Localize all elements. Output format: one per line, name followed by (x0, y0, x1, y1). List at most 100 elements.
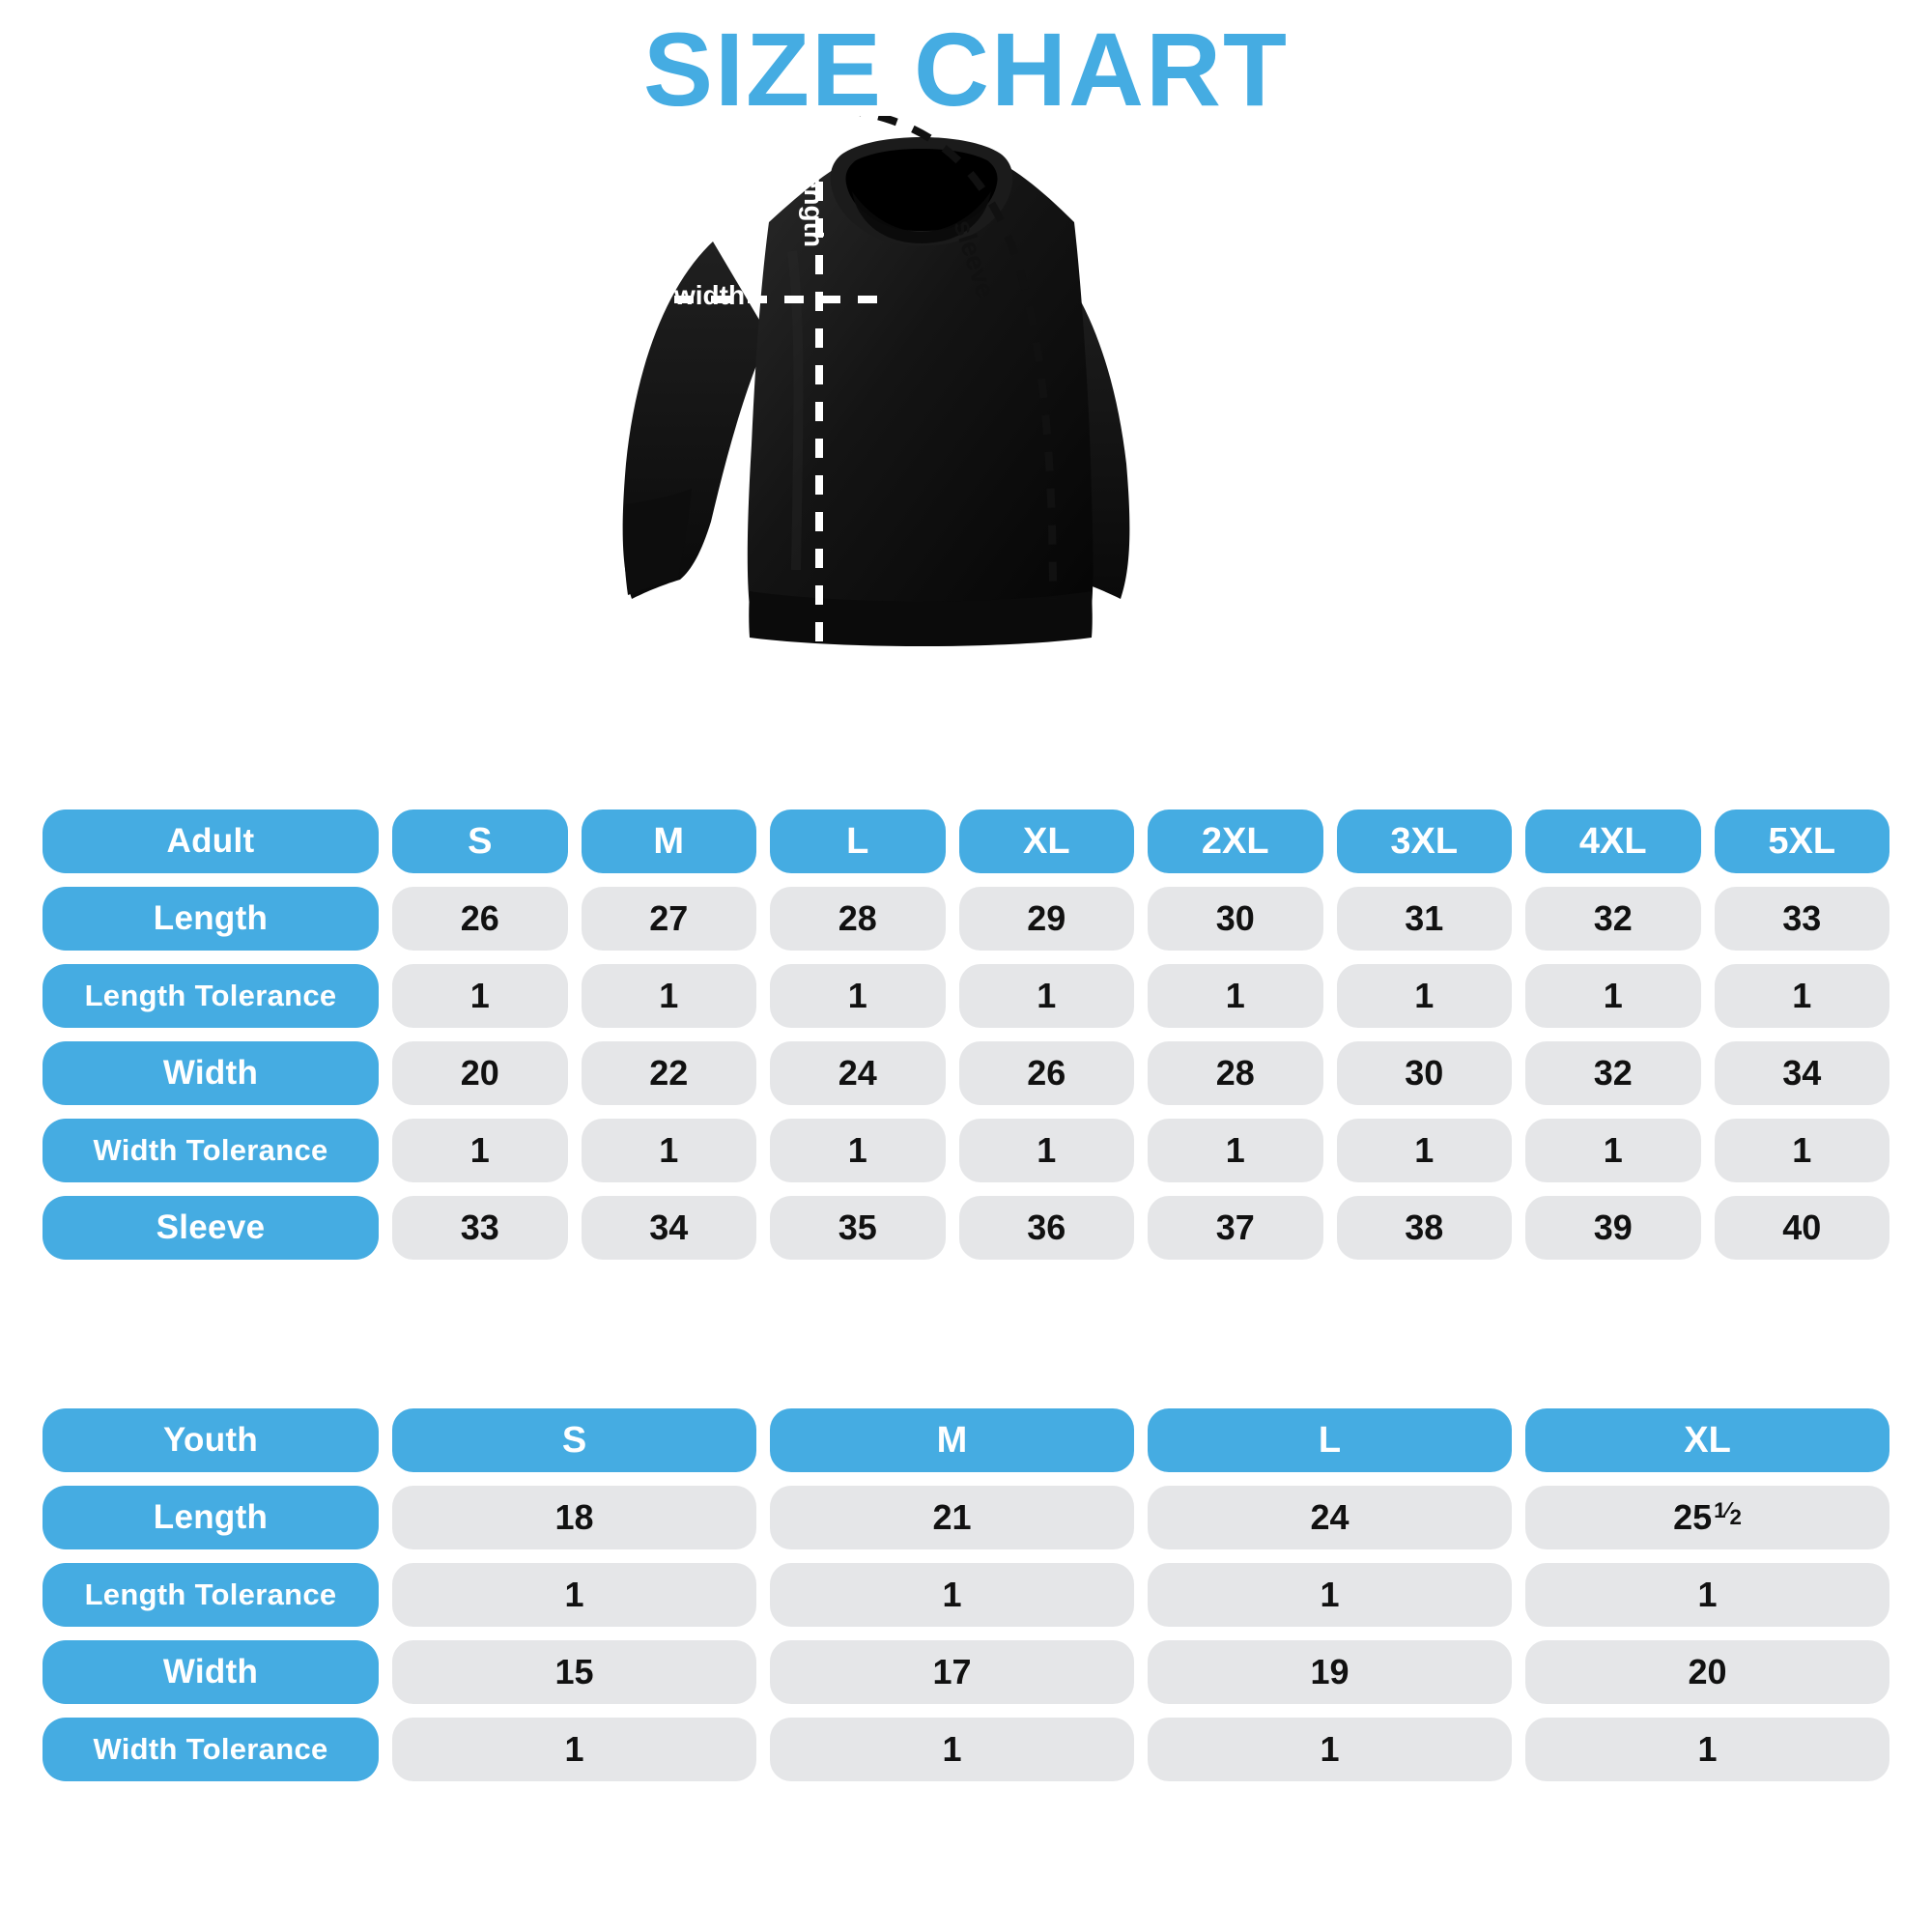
column-header-l: L (1148, 1408, 1512, 1472)
row-cells: 18 21 24 25 1⁄2 (392, 1486, 1889, 1549)
column-header-xl: XL (1525, 1408, 1889, 1472)
column-header-xl: XL (958, 810, 1134, 873)
cell-width-5xl: 34 (1714, 1041, 1889, 1105)
cell-length-tolerance-m: 1 (770, 1563, 1134, 1627)
row-label-length-tolerance: Length Tolerance (43, 964, 379, 1028)
column-header-l: L (770, 810, 946, 873)
cell-width-tolerance-5xl: 1 (1714, 1119, 1889, 1182)
cell-length-tolerance-2xl: 1 (1148, 964, 1323, 1028)
cell-width-tolerance-s: 1 (392, 1119, 568, 1182)
cell-width-m: 17 (770, 1640, 1134, 1704)
column-header-4xl: 4XL (1525, 810, 1701, 873)
table-row: Length 26 27 28 29 30 31 32 33 (43, 887, 1889, 951)
cell-sleeve-5xl: 40 (1714, 1196, 1889, 1260)
cell-length-m: 27 (581, 887, 756, 951)
cell-width-4xl: 32 (1525, 1041, 1701, 1105)
width-label: width (674, 280, 746, 310)
column-header-2xl: 2XL (1148, 810, 1323, 873)
table-row: Length Tolerance 1 1 1 1 1 1 1 1 (43, 964, 1889, 1028)
cell-sleeve-xl: 36 (958, 1196, 1134, 1260)
cell-length-tolerance-l: 1 (770, 964, 946, 1028)
row-label-width: Width (43, 1041, 379, 1105)
column-header-m: M (581, 810, 756, 873)
table-row: Width 15 17 19 20 (43, 1640, 1889, 1704)
cell-width-tolerance-m: 1 (770, 1718, 1134, 1781)
table-row: Width Tolerance 1 1 1 1 1 1 1 1 (43, 1119, 1889, 1182)
row-cells: 33 34 35 36 37 38 39 40 (392, 1196, 1889, 1260)
row-label-sleeve: Sleeve (43, 1196, 379, 1260)
cell-length-tolerance-3xl: 1 (1336, 964, 1512, 1028)
row-label-length-tolerance: Length Tolerance (43, 1563, 379, 1627)
cell-length-2xl: 30 (1148, 887, 1323, 951)
column-header-m: M (770, 1408, 1134, 1472)
table-row: Width 20 22 24 26 28 30 32 34 (43, 1041, 1889, 1105)
cell-length-s: 26 (392, 887, 568, 951)
cell-width-xl: 20 (1525, 1640, 1889, 1704)
table-row: Sleeve 33 34 35 36 37 38 39 40 (43, 1196, 1889, 1260)
row-label-length: Length (43, 1486, 379, 1549)
cell-width-s: 15 (392, 1640, 756, 1704)
cell-length-tolerance-s: 1 (392, 1563, 756, 1627)
cell-width-tolerance-xl: 1 (1525, 1718, 1889, 1781)
cell-sleeve-m: 34 (581, 1196, 756, 1260)
row-label-length: Length (43, 887, 379, 951)
column-header-s: S (392, 1408, 756, 1472)
youth-size-table: Youth S M L XL Length 18 21 24 25 1⁄2 Length Tolera… (43, 1408, 1889, 1781)
adult-header-row: Adult S M L XL 2XL 3XL 4XL 5XL (43, 810, 1889, 873)
cell-width-xl: 26 (958, 1041, 1134, 1105)
cell-width-s: 20 (392, 1041, 568, 1105)
sweatshirt-graphic (622, 116, 1130, 646)
column-header-s: S (392, 810, 568, 873)
cell-width-tolerance-2xl: 1 (1148, 1119, 1323, 1182)
cell-length-tolerance-xl: 1 (1525, 1563, 1889, 1627)
youth-table-label: Youth (43, 1408, 379, 1472)
row-label-width-tolerance: Width Tolerance (43, 1119, 379, 1182)
youth-header-cells: S M L XL (392, 1408, 1889, 1472)
cell-length-5xl: 33 (1714, 887, 1889, 951)
cell-width-tolerance-m: 1 (581, 1119, 756, 1182)
page-title: SIZE CHART (643, 11, 1289, 128)
cell-length-tolerance-s: 1 (392, 964, 568, 1028)
cell-length-tolerance-4xl: 1 (1525, 964, 1701, 1028)
cell-width-tolerance-xl: 1 (958, 1119, 1134, 1182)
table-row: Length Tolerance 1 1 1 1 (43, 1563, 1889, 1627)
cell-width-2xl: 28 (1148, 1041, 1323, 1105)
table-row: Length 18 21 24 25 1⁄2 (43, 1486, 1889, 1549)
row-cells: 15 17 19 20 (392, 1640, 1889, 1704)
cell-length-tolerance-xl: 1 (958, 964, 1134, 1028)
cell-width-l: 19 (1148, 1640, 1512, 1704)
cell-sleeve-s: 33 (392, 1196, 568, 1260)
cell-sleeve-3xl: 38 (1336, 1196, 1512, 1260)
cell-length-m: 21 (770, 1486, 1134, 1549)
cell-width-m: 22 (581, 1041, 756, 1105)
cell-width-tolerance-l: 1 (770, 1119, 946, 1182)
cell-width-l: 24 (770, 1041, 946, 1105)
adult-size-table: Adult S M L XL 2XL 3XL 4XL 5XL Length 26 27 28 29 30 31… (43, 810, 1889, 1260)
adult-header-cells: S M L XL 2XL 3XL 4XL 5XL (392, 810, 1889, 873)
cell-length-l: 28 (770, 887, 946, 951)
cell-length-l: 24 (1148, 1486, 1512, 1549)
cell-length-xl: 25 1⁄2 (1525, 1486, 1889, 1549)
cell-width-tolerance-l: 1 (1148, 1718, 1512, 1781)
row-cells: 20 22 24 26 28 30 32 34 (392, 1041, 1889, 1105)
table-row: Width Tolerance 1 1 1 1 (43, 1718, 1889, 1781)
cell-width-tolerance-s: 1 (392, 1718, 756, 1781)
cell-width-tolerance-4xl: 1 (1525, 1119, 1701, 1182)
cell-sleeve-2xl: 37 (1148, 1196, 1323, 1260)
cell-length-xl: 29 (958, 887, 1134, 951)
cell-length-tolerance-m: 1 (581, 964, 756, 1028)
adult-table-label: Adult (43, 810, 379, 873)
row-label-width: Width (43, 1640, 379, 1704)
cell-length-s: 18 (392, 1486, 756, 1549)
cell-length-3xl: 31 (1336, 887, 1512, 951)
cell-length-4xl: 32 (1525, 887, 1701, 951)
cell-width-3xl: 30 (1336, 1041, 1512, 1105)
length-label: length (799, 166, 829, 247)
cell-length-tolerance-l: 1 (1148, 1563, 1512, 1627)
row-cells: 26 27 28 29 30 31 32 33 (392, 887, 1889, 951)
youth-header-row: Youth S M L XL (43, 1408, 1889, 1472)
